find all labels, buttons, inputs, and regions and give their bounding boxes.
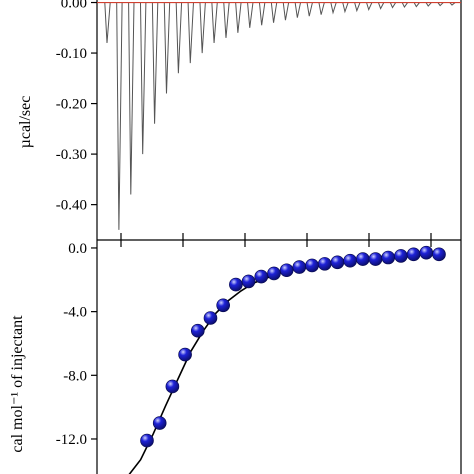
bottom-y-tick-label: -8.0	[63, 368, 87, 384]
injection-point	[279, 263, 294, 278]
raw-heat-trace-line	[97, 2, 461, 230]
injection-point	[152, 416, 167, 430]
fit-curve-layer	[128, 252, 443, 474]
fit-curve	[128, 252, 443, 474]
injection-point	[381, 250, 396, 265]
injection-point	[190, 323, 205, 338]
injection-point	[432, 247, 446, 262]
injection-point	[267, 266, 281, 281]
injection-point	[343, 253, 357, 268]
injection-point	[292, 260, 307, 274]
top-panel: 0.00 -0.10 -0.20 -0.30 -0.40 µcal/sec	[17, 0, 462, 240]
injection-point	[317, 257, 332, 271]
injection-point	[241, 274, 256, 289]
injection-point	[394, 249, 408, 263]
bottom-y-tick-label: -12.0	[56, 432, 87, 448]
raw-heat-trace	[97, 1, 461, 230]
injection-point	[368, 252, 383, 266]
top-y-tick-label: -0.20	[56, 97, 87, 113]
top-panel-y-ticks: 0.00 -0.10 -0.20 -0.30 -0.40	[56, 0, 97, 214]
injection-point	[406, 247, 421, 262]
injection-point	[216, 298, 230, 313]
bottom-panel: 0.0 -4.0 -8.0 -12.0 cal mol⁻¹ of injectant	[9, 240, 462, 474]
bottom-panel-y-axis-title: cal mol⁻¹ of injectant	[9, 315, 26, 453]
injection-point	[254, 269, 269, 284]
injection-point	[229, 277, 243, 292]
injection-point	[165, 379, 180, 394]
top-y-tick-label: -0.30	[56, 147, 87, 163]
panel-divider-x-ticks	[120, 233, 432, 247]
top-y-tick-label: -0.10	[56, 46, 87, 62]
injection-points-layer	[140, 245, 446, 448]
top-panel-y-axis-title: µcal/sec	[17, 96, 34, 149]
injection-point	[330, 255, 345, 270]
bottom-panel-y-ticks: 0.0 -4.0 -8.0 -12.0	[56, 241, 97, 448]
injection-point	[203, 311, 218, 325]
injection-point	[419, 245, 434, 260]
injection-point	[356, 252, 370, 266]
top-y-tick-label: -0.40	[56, 198, 87, 214]
injection-point	[305, 258, 319, 273]
bottom-y-tick-label: -4.0	[63, 305, 87, 321]
top-y-tick-label: 0.00	[61, 0, 87, 12]
bottom-y-tick-label: 0.0	[68, 241, 87, 257]
injection-point	[140, 433, 154, 448]
injection-point	[178, 347, 192, 362]
